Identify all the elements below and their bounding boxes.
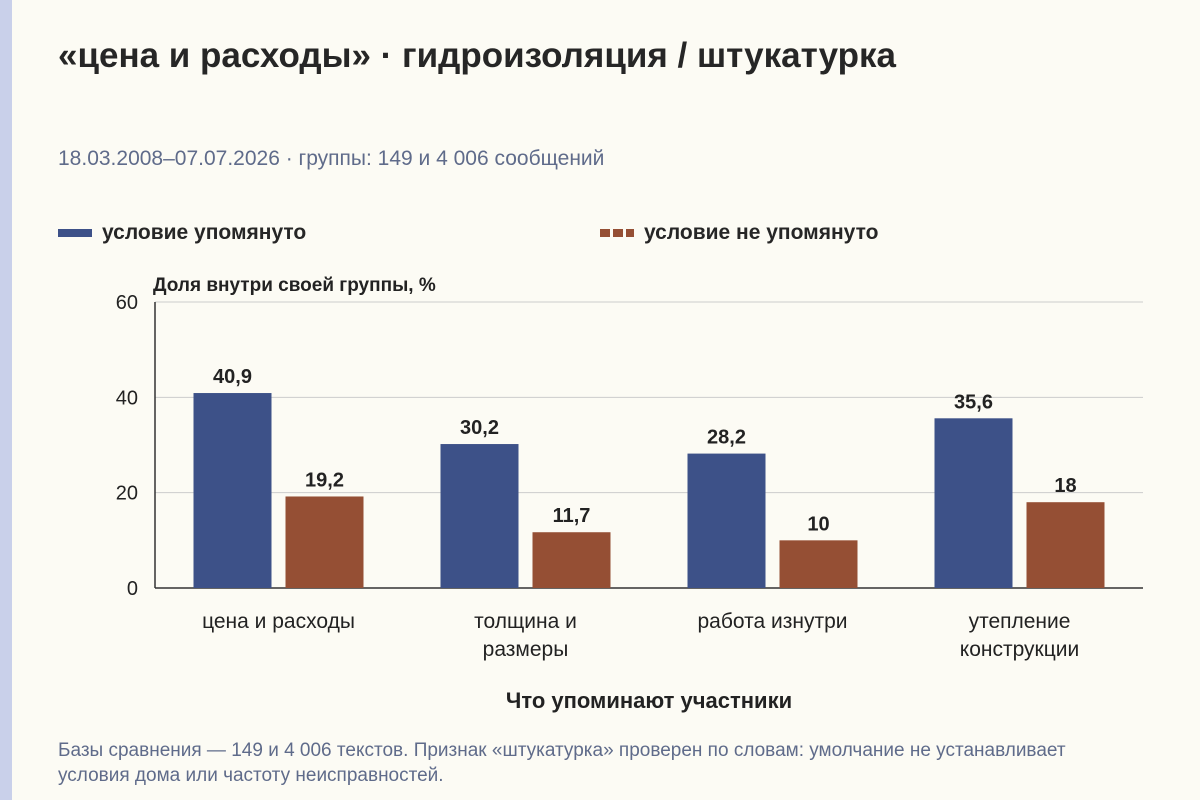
- x-axis-label: Что упоминают участники: [506, 688, 792, 713]
- x-tick-label: работа изнутри: [698, 610, 848, 633]
- data-label: 19,2: [305, 469, 344, 491]
- data-label: 40,9: [213, 366, 252, 388]
- data-label: 10: [807, 513, 829, 535]
- bar-not-mentioned: [532, 532, 611, 588]
- left-edge-bar: [0, 0, 12, 800]
- x-tick-label: утепление конструкции: [960, 610, 1079, 661]
- data-label: 28,2: [707, 427, 746, 449]
- legend-swatch-not-mentioned: [600, 229, 634, 237]
- data-label: 30,2: [460, 417, 499, 439]
- legend-item-not-mentioned: условие не упомянуто: [600, 220, 878, 246]
- legend-label-mentioned: условие упомянуто: [102, 221, 307, 244]
- legend-swatch-mentioned: [58, 229, 92, 237]
- bar-not-mentioned: [1026, 502, 1105, 588]
- y-tick-label: 20: [116, 483, 138, 505]
- bar-mentioned: [193, 393, 272, 588]
- legend-label-not-mentioned: условие не упомянуто: [644, 221, 879, 244]
- data-label: 11,7: [553, 505, 591, 527]
- footnote: Базы сравнения — 149 и 4 006 текстов. Пр…: [58, 740, 1066, 786]
- bar-mentioned: [440, 444, 519, 588]
- x-tick-label: цена и расходы: [202, 610, 355, 633]
- bar-not-mentioned: [285, 496, 364, 588]
- bar-not-mentioned: [779, 540, 858, 588]
- y-tick-label: 40: [116, 387, 138, 409]
- y-tick-label: 0: [127, 578, 138, 600]
- x-tick-label: толщина и размеры: [474, 610, 577, 661]
- chart-subtitle: 18.03.2008–07.07.2026 · группы: 149 и 4 …: [58, 147, 605, 170]
- chart-title: «цена и расходы» · гидроизоляция / штука…: [58, 36, 896, 75]
- bar-mentioned: [687, 453, 766, 588]
- y-tick-label: 60: [116, 292, 138, 314]
- bar-mentioned: [934, 418, 1013, 588]
- data-label: 35,6: [954, 391, 993, 413]
- y-axis-label: Доля внутри своей группы, %: [153, 275, 436, 296]
- data-label: 18: [1054, 475, 1076, 497]
- legend-item-mentioned: условие упомянуто: [58, 220, 306, 246]
